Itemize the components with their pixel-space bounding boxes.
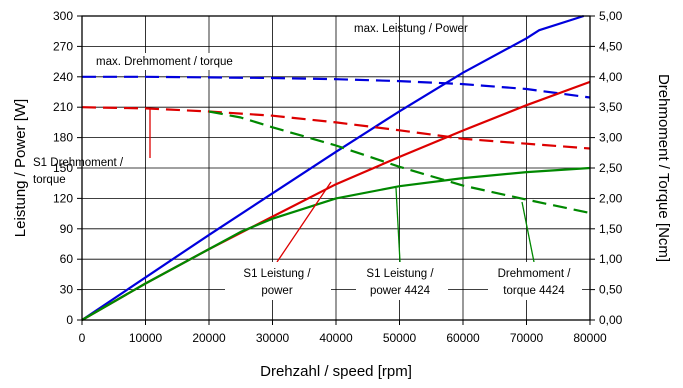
annotation-max-power: max. Leistung / Power <box>354 23 468 35</box>
series-layer <box>81 14 591 321</box>
y2-tick-label: 3,50 <box>599 100 623 114</box>
series-line-s1-power-4424 <box>81 166 591 321</box>
y2-tick-label: 0,50 <box>599 283 623 297</box>
annotation-text: torque 4424 <box>503 285 565 297</box>
y-tick-label: 90 <box>60 222 74 236</box>
annotation-s1-power-4424: S1 Leistung / power 4424 <box>356 187 448 300</box>
y-tick-label: 180 <box>53 131 73 145</box>
y-tick-label: 210 <box>53 100 73 114</box>
x-tick-label: 40000 <box>319 331 353 345</box>
annotation-text: S1 Drehmoment / <box>33 157 124 169</box>
annotation-text: max. Drehmoment / torque <box>96 56 233 68</box>
annotation-background <box>488 262 582 300</box>
y-tick-label: 120 <box>53 191 73 205</box>
series-line-max-power <box>81 14 585 321</box>
y-axis-title-right: Drehmoment / Torque [Ncm] <box>655 74 672 262</box>
annotation-s1-power: S1 Leistung / power <box>225 181 332 300</box>
series-line-max-torque <box>82 75 591 99</box>
series-line-s1-torque-4424 <box>208 110 591 215</box>
annotation-s1-torque: S1 Drehmoment / torque <box>33 108 151 186</box>
x-tick-label: 10000 <box>129 331 163 345</box>
y-tick-label: 150 <box>53 161 73 175</box>
y2-tick-label: 5,00 <box>599 9 623 23</box>
gridlines <box>82 16 590 320</box>
x-tick-label: 60000 <box>446 331 480 345</box>
y-tick-label: 270 <box>53 39 73 53</box>
annotation-s1-torque-4424: Drehmoment / torque 4424 <box>488 201 582 300</box>
annotation-text: max. Leistung / Power <box>354 23 468 35</box>
annotations-layer: max. Leistung / Power max. Drehmoment / t… <box>33 23 582 300</box>
annotation-leader-line <box>276 181 332 263</box>
x-tick-label: 80000 <box>573 331 607 345</box>
y2-tick-label: 4,00 <box>599 70 623 84</box>
annotation-leader-line <box>395 187 401 263</box>
y-tick-label: 240 <box>53 70 73 84</box>
annotation-max-torque: max. Drehmoment / torque <box>88 53 266 70</box>
y2-tick-label: 1,50 <box>599 222 623 236</box>
annotation-text: S1 Leistung / <box>243 268 311 280</box>
y-tick-label: 30 <box>60 283 74 297</box>
y2-tick-label: 2,00 <box>599 191 623 205</box>
annotation-background <box>88 53 266 70</box>
x-tick-label: 50000 <box>383 331 417 345</box>
y-axis-title-left: Leistung / Power [W] <box>12 99 29 237</box>
annotation-text: Drehmoment / <box>498 268 572 280</box>
annotation-background <box>356 262 448 300</box>
annotation-background <box>225 262 331 300</box>
y2-tick-label: 4,50 <box>599 39 623 53</box>
annotation-leader-line <box>521 201 535 263</box>
y2-tick-label: 2,50 <box>599 161 623 175</box>
tick-labels: 0 10000 20000 30000 40000 50000 60000 70000 8000… <box>53 9 623 345</box>
x-tick-label: 20000 <box>192 331 226 345</box>
y-tick-label: 0 <box>66 313 73 327</box>
y2-tick-label: 0,00 <box>599 313 623 327</box>
x-tick-label: 70000 <box>510 331 544 345</box>
y-tick-label: 60 <box>60 252 74 266</box>
annotation-text: S1 Leistung / <box>366 268 434 280</box>
y2-tick-label: 1,00 <box>599 252 623 266</box>
annotation-text: power 4424 <box>370 285 431 297</box>
x-axis-title: Drehzahl / speed [rpm] <box>260 363 412 380</box>
x-tick-label: 0 <box>79 331 86 345</box>
annotation-text: power <box>261 285 292 297</box>
annotation-text: torque <box>33 174 66 186</box>
y2-tick-label: 3,00 <box>599 131 623 145</box>
y-tick-label: 300 <box>53 9 73 23</box>
series-line-s1-torque <box>81 106 591 150</box>
x-tick-label: 30000 <box>256 331 290 345</box>
